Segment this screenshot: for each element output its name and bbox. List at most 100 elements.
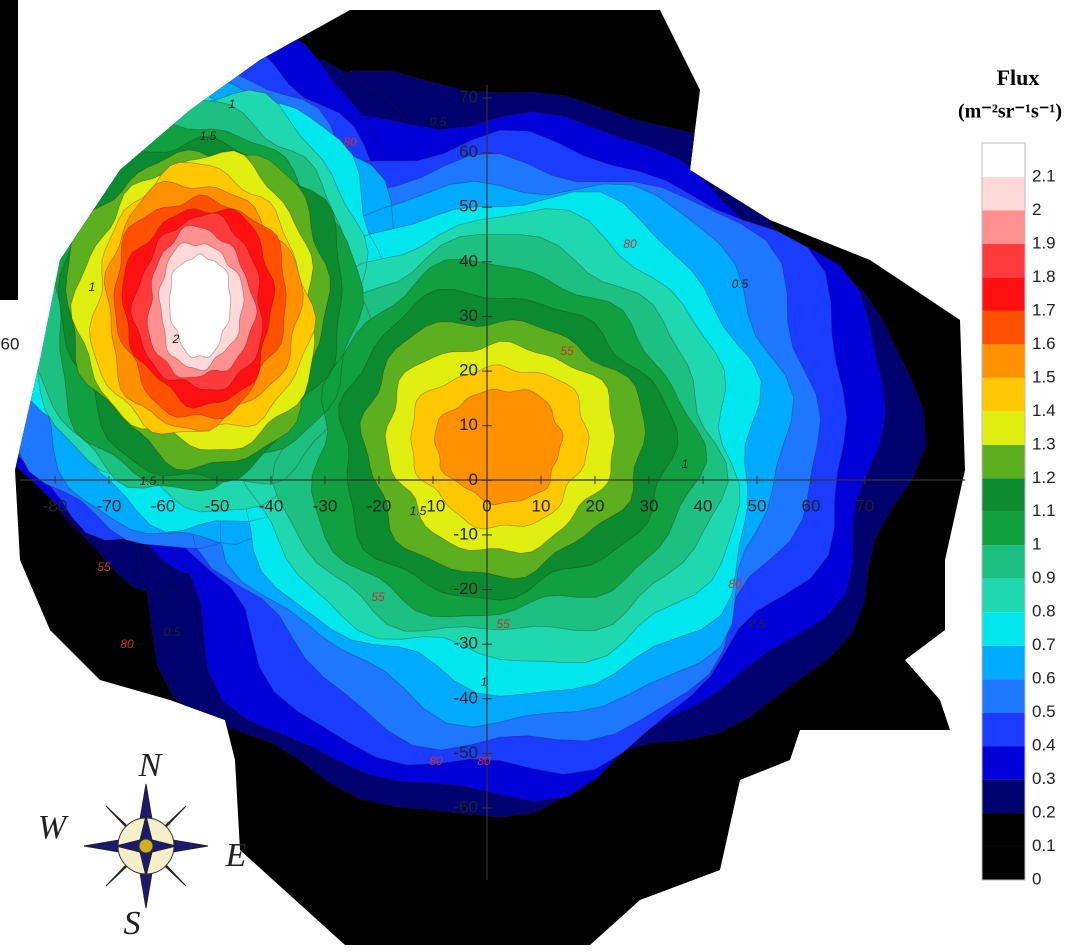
edge-label: 60 [1, 334, 20, 353]
colorbar-cell [982, 378, 1025, 411]
colorbar-label: 0.3 [1032, 769, 1056, 788]
x-tick-label: 70 [856, 496, 875, 515]
colorbar-cell [982, 813, 1025, 846]
colorbar-cell [982, 445, 1025, 478]
x-tick-label: 40 [694, 496, 713, 515]
y-tick-label: 70 [459, 87, 478, 106]
compass-letter: W [38, 809, 69, 846]
colorbar-cell [982, 612, 1025, 645]
colorbar-cell [982, 411, 1025, 444]
contour-label: 80 [477, 754, 491, 768]
x-tick-label: 10 [532, 496, 551, 515]
edge-panel [0, 0, 18, 300]
y-tick-label: -40 [453, 688, 478, 707]
colorbar-cell [982, 746, 1025, 779]
contour-label: 1.5 [140, 474, 157, 488]
contour-label: 55 [371, 590, 385, 604]
x-tick-label: -70 [97, 496, 122, 515]
contour-label: 80 [120, 637, 134, 651]
contour-label: 1 [89, 280, 96, 294]
contour-label: 1 [481, 675, 488, 689]
contour-label: 1 [682, 457, 689, 471]
colorbar-label: 1.5 [1032, 367, 1056, 386]
y-tick-label: 40 [459, 251, 478, 270]
colorbar-label: 1.8 [1032, 267, 1056, 286]
colorbar-cell [982, 177, 1025, 210]
x-tick-label: 20 [586, 496, 605, 515]
colorbar-label: 2.1 [1032, 166, 1056, 185]
colorbar-label: 0.9 [1032, 568, 1056, 587]
contour-label: 0.5 [749, 617, 766, 631]
colorbar-label: 0.1 [1032, 836, 1056, 855]
colorbar-cell [982, 210, 1025, 243]
x-tick-label: 0 [482, 496, 491, 515]
colorbar-label: 0.7 [1032, 635, 1056, 654]
x-tick-label: 30 [640, 496, 659, 515]
x-tick-label: -50 [205, 496, 230, 515]
x-tick-label: -40 [259, 496, 284, 515]
colorbar: 0 0.1 0.2 0.3 0.4 0.5 0.6 0.7 0.8 0.9 1 1.1 1.2 1.3 1.… [982, 143, 1056, 888]
colorbar-label: 0.4 [1032, 736, 1056, 755]
colorbar-cell [982, 679, 1025, 712]
contour-label: 1.5 [410, 504, 427, 518]
colorbar-cell [982, 780, 1025, 813]
y-tick-label: 0 [469, 470, 478, 489]
y-tick-label: -50 [453, 743, 478, 762]
contour-label: 0.5 [430, 115, 447, 129]
colorbar-label: 2 [1032, 200, 1041, 219]
x-tick-label: -80 [43, 496, 68, 515]
colorbar-label: 1 [1032, 535, 1041, 554]
colorbar-cell [982, 277, 1025, 310]
y-tick-label: -20 [453, 579, 478, 598]
contour-label: 55 [97, 560, 111, 574]
x-tick-label: -30 [313, 496, 338, 515]
colorbar-label: 0.6 [1032, 669, 1056, 688]
x-tick-label: -60 [151, 496, 176, 515]
compass-center [139, 839, 153, 853]
colorbar-label: 0.5 [1032, 702, 1056, 721]
y-tick-label: 20 [459, 361, 478, 380]
contour-label: 2 [172, 332, 180, 346]
colorbar-label: 1.9 [1032, 233, 1056, 252]
colorbar-cell [982, 847, 1025, 880]
contour-label: 80 [728, 577, 742, 591]
x-tick-label: 60 [802, 496, 821, 515]
y-tick-label: 60 [459, 142, 478, 161]
colorbar-label: 1.4 [1032, 401, 1056, 420]
y-tick-label: -60 [453, 797, 478, 816]
colorbar-label: 0 [1032, 869, 1041, 888]
y-tick-label: -30 [453, 634, 478, 653]
colorbar-cell [982, 579, 1025, 612]
chart: -80-70-60-50-40-30-20-100102030405060707… [0, 0, 1079, 947]
compass-letter: S [124, 905, 141, 942]
colorbar-cell [982, 311, 1025, 344]
contour-label: 55 [496, 617, 510, 631]
contour-label: 55 [560, 344, 574, 358]
contour-label: 80 [343, 135, 357, 149]
contour-label: 0.5 [164, 625, 181, 639]
colorbar-cell [982, 646, 1025, 679]
colorbar-cell [982, 478, 1025, 511]
contour-label: 1 [229, 97, 236, 111]
y-tick-label: 30 [459, 306, 478, 325]
colorbar-label: 0.8 [1032, 602, 1056, 621]
x-tick-label: 50 [748, 496, 767, 515]
colorbar-cell [982, 512, 1025, 545]
contour-label: 0.5 [732, 277, 749, 291]
colorbar-label: 1.1 [1032, 501, 1056, 520]
colorbar-cell [982, 713, 1025, 746]
colorbar-label: 0.2 [1032, 803, 1056, 822]
colorbar-label: 1.2 [1032, 468, 1056, 487]
contour-label: 1.5 [200, 129, 217, 143]
colorbar-cell [982, 344, 1025, 377]
x-tick-label: -20 [367, 496, 392, 515]
y-tick-label: 10 [459, 415, 478, 434]
y-tick-label: 50 [459, 197, 478, 216]
compass-letter: N [138, 747, 164, 784]
compass-letter: E [225, 837, 247, 874]
colorbar-label: 1.6 [1032, 334, 1056, 353]
colorbar-label: 1.7 [1032, 300, 1056, 319]
colorbar-unit: (m⁻²sr⁻¹s⁻¹) [958, 101, 1062, 123]
colorbar-label: 1.3 [1032, 434, 1056, 453]
compass-rose [84, 784, 208, 908]
